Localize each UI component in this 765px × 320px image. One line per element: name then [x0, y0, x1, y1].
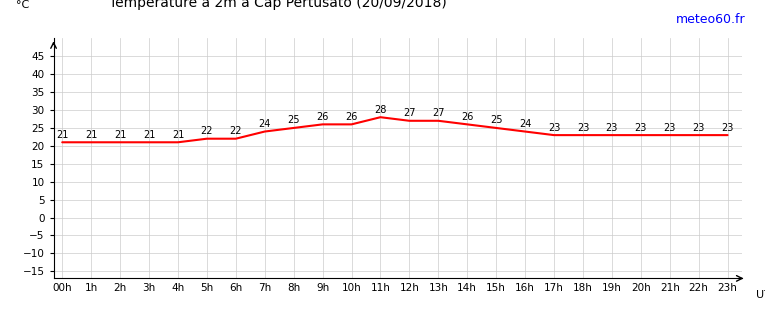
Text: Température à 2m à Cap Pertusato (20/09/2018): Température à 2m à Cap Pertusato (20/09/… [109, 0, 447, 10]
Text: 22: 22 [230, 126, 242, 136]
Text: 26: 26 [345, 112, 358, 122]
Text: 23: 23 [721, 123, 734, 132]
Text: 21: 21 [172, 130, 184, 140]
Text: 21: 21 [143, 130, 155, 140]
Text: 21: 21 [56, 130, 68, 140]
Text: 23: 23 [635, 123, 647, 132]
Text: 26: 26 [461, 112, 474, 122]
Text: °C: °C [16, 0, 29, 10]
Text: 21: 21 [85, 130, 97, 140]
Text: 21: 21 [114, 130, 126, 140]
Text: 22: 22 [200, 126, 213, 136]
Text: 23: 23 [606, 123, 618, 132]
Text: meteo60.fr: meteo60.fr [676, 13, 746, 26]
Text: 23: 23 [663, 123, 676, 132]
Text: 24: 24 [259, 119, 271, 129]
Text: 23: 23 [577, 123, 589, 132]
Text: UTC: UTC [756, 291, 765, 300]
Text: 23: 23 [692, 123, 705, 132]
Text: 28: 28 [374, 105, 386, 115]
Text: 24: 24 [519, 119, 531, 129]
Text: 25: 25 [490, 116, 503, 125]
Text: 27: 27 [432, 108, 444, 118]
Text: 23: 23 [548, 123, 560, 132]
Text: 26: 26 [317, 112, 329, 122]
Text: 25: 25 [288, 116, 300, 125]
Text: 27: 27 [403, 108, 415, 118]
